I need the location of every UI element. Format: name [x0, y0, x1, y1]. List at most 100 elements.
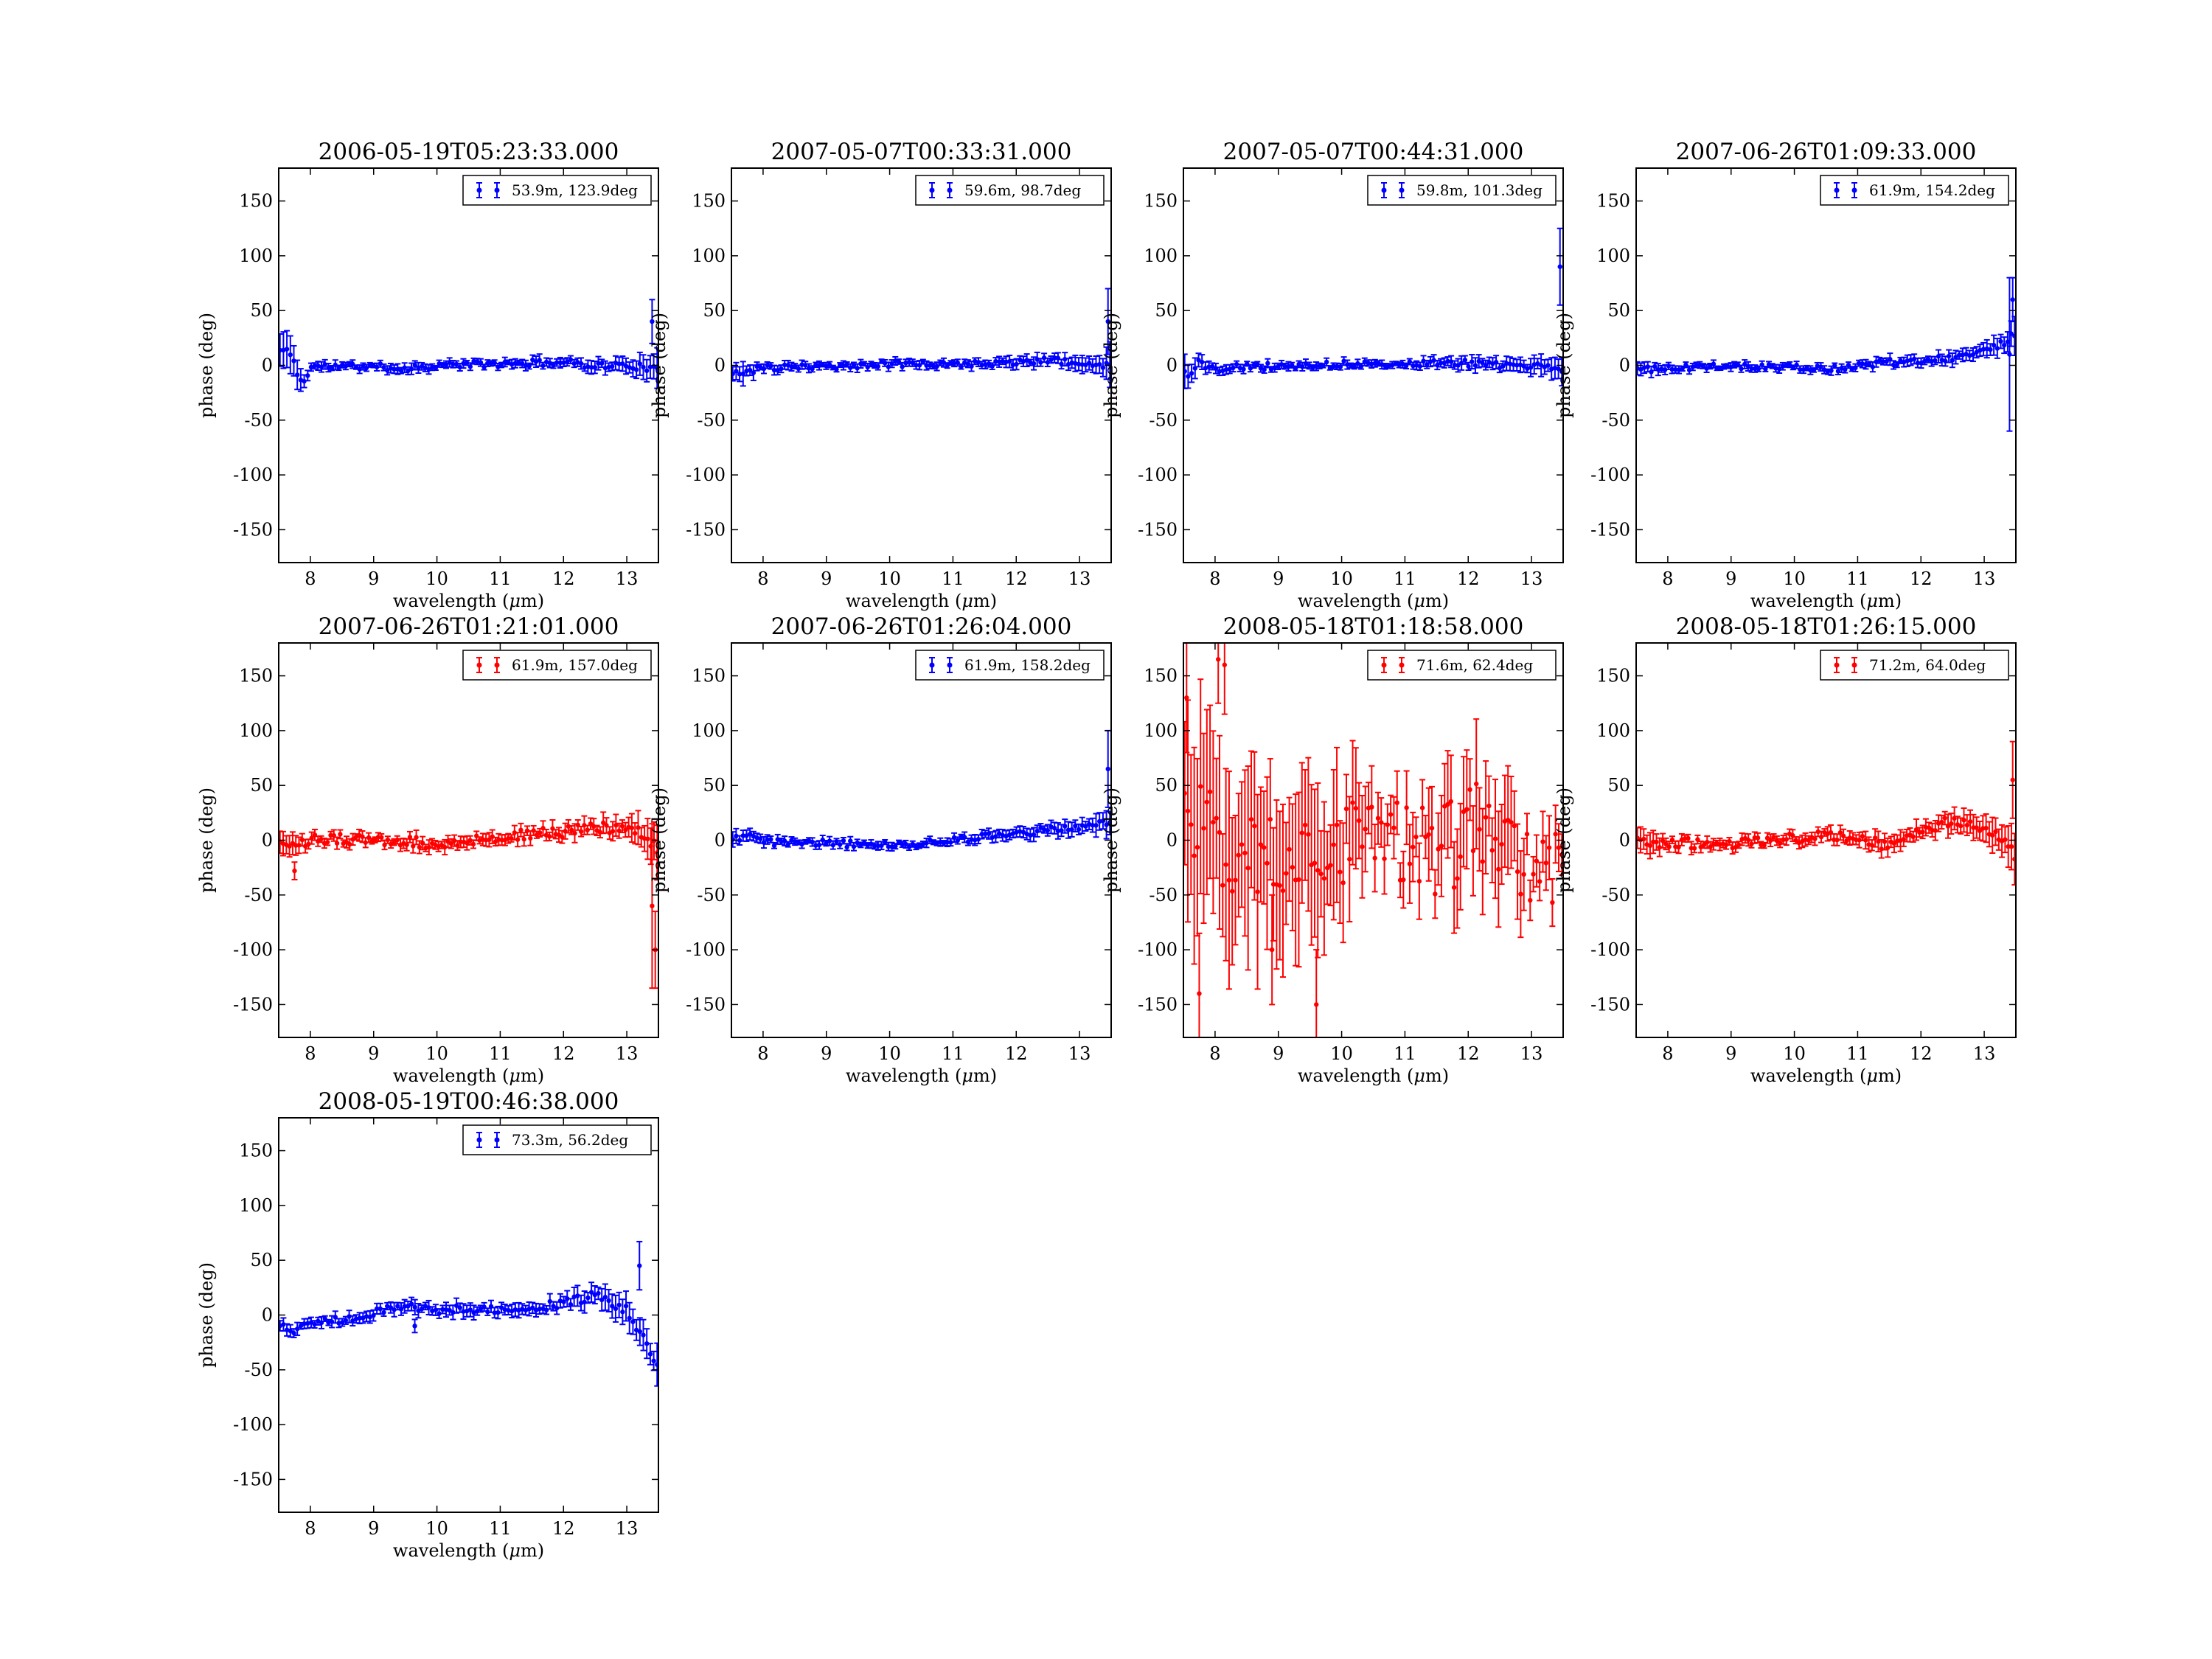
data-point — [538, 830, 543, 835]
data-point — [1321, 876, 1327, 881]
data-point — [1411, 363, 1416, 369]
data-point — [1391, 825, 1397, 830]
y-tick-label: -150 — [686, 519, 726, 540]
data-point — [582, 823, 587, 828]
data-point — [1079, 362, 1085, 367]
data-point — [1269, 947, 1275, 953]
data-point — [1331, 364, 1336, 369]
legend-marker-dot — [929, 662, 935, 668]
data-point — [1691, 846, 1697, 851]
x-axis-label: wavelength (μm) — [1298, 1065, 1449, 1086]
legend-marker-dot — [947, 662, 953, 668]
data-point — [1686, 835, 1691, 841]
data-point — [343, 364, 349, 369]
data-point — [1739, 366, 1744, 372]
mu-symbol: μ — [1413, 1065, 1425, 1086]
x-tick-label: 13 — [1520, 1043, 1543, 1064]
y-tick-label: 150 — [239, 1141, 273, 1161]
chart-panel-7: 2008-05-18T01:18:58.000 8 9 10 11 12 13 -150 -10… — [1101, 613, 1564, 1086]
data-point — [1753, 366, 1758, 372]
data-point — [1524, 832, 1530, 837]
legend: 73.3m, 56.2deg — [462, 1124, 652, 1155]
data-point — [1755, 835, 1761, 841]
x-tick-label: 11 — [942, 1043, 964, 1064]
x-tick-label: 9 — [821, 1043, 832, 1064]
legend: 71.6m, 62.4deg — [1367, 650, 1557, 681]
data-point — [588, 821, 594, 827]
data-point — [1382, 856, 1387, 861]
data-point — [1417, 364, 1423, 369]
y-tick-label: 0 — [262, 1305, 273, 1326]
data-point — [816, 842, 822, 848]
data-point — [388, 1305, 394, 1310]
data-point — [1299, 830, 1304, 835]
y-tick-label: -150 — [686, 994, 726, 1015]
data-point — [1031, 361, 1037, 366]
data-point — [599, 361, 605, 366]
data-point — [1832, 363, 1837, 369]
data-point — [1768, 838, 1773, 844]
data-point — [1829, 368, 1834, 373]
data-point — [1927, 825, 1932, 830]
data-point — [945, 840, 950, 845]
data-point — [1808, 367, 1813, 373]
data-point — [440, 1307, 445, 1312]
y-axis-label: phase (deg) — [196, 313, 217, 418]
data-point — [1290, 865, 1295, 870]
data-point — [948, 361, 953, 366]
data-point — [1964, 822, 1969, 828]
legend: 53.9m, 123.9deg — [462, 175, 652, 206]
data-point — [495, 1310, 501, 1315]
data-point — [1265, 860, 1270, 866]
data-point — [965, 361, 971, 366]
data-point — [1983, 825, 1989, 831]
data-point — [1265, 361, 1270, 366]
data-point — [324, 839, 330, 845]
data-point — [578, 829, 584, 834]
data-point — [1369, 804, 1374, 810]
data-point — [1189, 822, 1194, 827]
data-point — [641, 364, 646, 370]
data-point — [288, 352, 293, 358]
data-point — [467, 364, 473, 369]
data-point — [596, 361, 601, 366]
data-point — [1097, 361, 1102, 367]
chart-panel-8: 2008-05-18T01:26:15.000 8 9 10 11 12 13 -150 -10… — [1554, 613, 2017, 1086]
data-point — [451, 361, 456, 367]
data-point — [1045, 827, 1051, 833]
x-tick-label: 12 — [1910, 1043, 1933, 1064]
data-point — [1761, 843, 1767, 848]
data-point — [1546, 845, 1552, 850]
axes-frame — [731, 642, 1112, 1038]
data-point — [1663, 841, 1669, 846]
data-point — [1223, 366, 1229, 372]
data-point — [838, 842, 843, 847]
y-tick-label: -100 — [1138, 939, 1178, 960]
data-point — [1192, 853, 1197, 858]
y-tick-label: 0 — [262, 830, 273, 851]
data-point — [1353, 806, 1359, 811]
data-point — [531, 828, 536, 833]
data-point — [1537, 879, 1543, 884]
data-point — [1287, 846, 1292, 852]
data-point — [398, 368, 404, 373]
data-point — [650, 319, 655, 324]
data-point — [1994, 346, 2000, 351]
data-point — [412, 363, 417, 368]
x-tick-label: 10 — [1783, 568, 1806, 589]
data-point — [983, 831, 988, 837]
data-point — [1302, 822, 1308, 828]
data-point — [1870, 364, 1876, 369]
legend-label: 61.9m, 154.2deg — [1869, 181, 1995, 199]
data-point — [338, 832, 343, 837]
data-point — [1236, 852, 1241, 858]
data-point — [1509, 820, 1514, 825]
data-point — [1083, 362, 1088, 368]
data-point — [906, 844, 912, 849]
legend-marker-dot — [494, 187, 500, 193]
y-tick-label: 100 — [692, 246, 726, 266]
data-point — [457, 1305, 462, 1310]
data-point — [302, 1321, 307, 1326]
data-point — [1201, 826, 1206, 831]
data-point — [633, 367, 639, 372]
